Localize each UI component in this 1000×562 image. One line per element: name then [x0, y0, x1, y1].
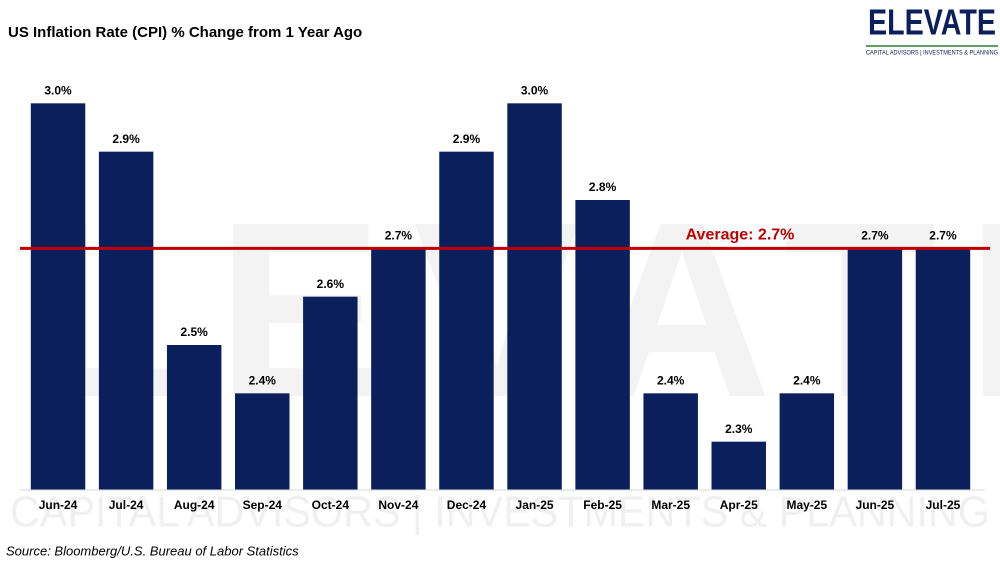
- x-tick-label: Jun-24: [39, 498, 78, 512]
- value-label: 2.7%: [929, 229, 957, 243]
- source-note: Source: Bloomberg/U.S. Bureau of Labor S…: [6, 543, 299, 558]
- x-tick-label: Jun-25: [856, 498, 895, 512]
- value-label: 2.6%: [317, 277, 345, 291]
- x-tick-label: Feb-25: [583, 498, 622, 512]
- value-label: 2.9%: [112, 132, 140, 146]
- value-label: 2.9%: [453, 132, 481, 146]
- bar: [847, 248, 903, 490]
- x-tick-label: Jul-24: [109, 498, 144, 512]
- bar: [371, 248, 426, 490]
- value-label: 2.4%: [793, 374, 821, 388]
- value-label: 3.0%: [521, 84, 549, 98]
- x-tick-label: Sep-24: [243, 498, 283, 512]
- bar: [643, 393, 698, 490]
- watermark-tagline: CAPITAL ADVISORS | INVESTMENTS & PLANNIN…: [10, 488, 990, 537]
- bar: [507, 103, 562, 490]
- bar: [303, 296, 358, 490]
- value-label: 3.0%: [44, 84, 72, 98]
- value-label: 2.4%: [657, 374, 685, 388]
- x-tick-label: Jan-25: [516, 498, 554, 512]
- x-tick-label: Aug-24: [174, 498, 215, 512]
- value-label: 2.3%: [725, 422, 753, 436]
- value-label: 2.4%: [249, 374, 277, 388]
- bar: [439, 151, 494, 490]
- bar: [98, 151, 154, 490]
- value-label: 2.5%: [180, 325, 208, 339]
- logo-tagline: CAPITAL ADVISORS | INVESTMENTS & PLANNIN…: [866, 50, 998, 57]
- bar: [915, 248, 971, 490]
- chart-title: US Inflation Rate (CPI) % Change from 1 …: [8, 24, 362, 41]
- bar: [166, 345, 222, 490]
- x-tick-label: Oct-24: [312, 498, 350, 512]
- x-tick-label: Jul-25: [926, 498, 961, 512]
- bar: [30, 103, 86, 490]
- x-tick-label: Nov-24: [378, 498, 418, 512]
- x-tick-label: Mar-25: [651, 498, 690, 512]
- value-label: 2.8%: [589, 180, 617, 194]
- bar: [575, 200, 630, 490]
- x-tick-label: Dec-24: [447, 498, 487, 512]
- bar: [779, 393, 835, 490]
- value-label: 2.7%: [861, 229, 889, 243]
- x-tick-label: May-25: [786, 498, 827, 512]
- bar: [711, 441, 766, 490]
- bar: [235, 393, 290, 490]
- logo-name: ELEVATE: [868, 2, 996, 43]
- value-label: 2.7%: [385, 229, 413, 243]
- average-label: Average: 2.7%: [686, 227, 795, 244]
- x-tick-label: Apr-25: [720, 498, 758, 512]
